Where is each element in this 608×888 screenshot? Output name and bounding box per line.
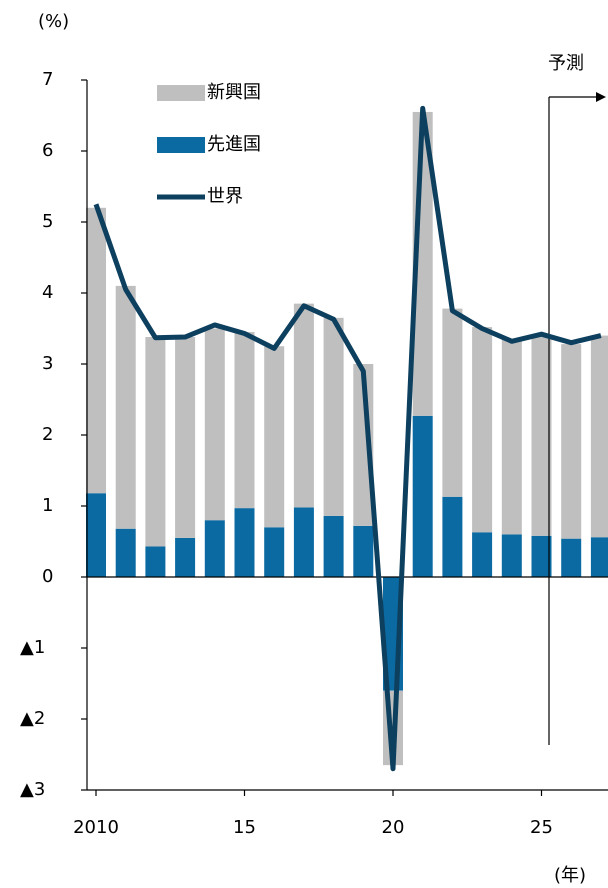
legend-swatch xyxy=(157,137,205,153)
legend-label: 先進国 xyxy=(207,134,261,155)
bar xyxy=(86,207,106,494)
annotation: 予測 xyxy=(548,53,584,74)
bar xyxy=(590,537,608,577)
bar xyxy=(86,493,106,577)
y-tick-label: ▲2 xyxy=(20,708,45,729)
bar xyxy=(531,335,552,536)
bar xyxy=(115,285,136,529)
bar xyxy=(264,346,285,528)
y-tick-label: 6 xyxy=(42,140,53,161)
y-tick-label: 4 xyxy=(42,282,53,303)
bar xyxy=(442,496,463,577)
bar xyxy=(561,538,582,577)
y-tick-label: 1 xyxy=(42,495,53,516)
bar xyxy=(561,344,582,539)
bar xyxy=(204,328,225,521)
y-tick-label: 5 xyxy=(42,211,53,232)
bar xyxy=(501,534,522,577)
bar xyxy=(472,327,493,533)
bar xyxy=(472,532,493,577)
bar xyxy=(175,337,196,538)
bar xyxy=(264,527,285,577)
y-tick-label: ▲1 xyxy=(20,637,45,658)
bar xyxy=(442,308,463,497)
line xyxy=(93,105,602,772)
x-tick-label: 25 xyxy=(530,817,553,838)
x-tick-label: 2010 xyxy=(73,817,119,838)
bar xyxy=(353,525,374,577)
bar xyxy=(412,415,433,577)
y-axis-label: (%) xyxy=(38,11,69,32)
bar xyxy=(175,537,196,577)
bar xyxy=(234,332,255,509)
bar xyxy=(115,528,136,577)
bar xyxy=(204,520,225,577)
y-tick-label: 3 xyxy=(42,353,53,374)
legend-label: 世界 xyxy=(207,186,243,207)
y-tick-label: ▲3 xyxy=(20,779,45,800)
bar xyxy=(353,364,374,526)
forecast-arrowhead xyxy=(596,92,606,102)
bar xyxy=(590,335,608,538)
bars xyxy=(86,111,608,766)
x-tick-label: 15 xyxy=(233,817,256,838)
bar xyxy=(323,515,344,577)
bar xyxy=(145,337,166,547)
bar xyxy=(501,339,522,535)
y-tick-label: 7 xyxy=(42,69,53,90)
legend-swatch xyxy=(157,85,205,101)
bar xyxy=(531,535,552,577)
bar xyxy=(234,508,255,577)
bar xyxy=(293,303,314,508)
y-tick-label: 2 xyxy=(42,424,53,445)
x-tick-label: 20 xyxy=(382,817,405,838)
x-axis-label: (年) xyxy=(554,865,586,886)
bar xyxy=(323,317,344,516)
legend-label: 新興国 xyxy=(207,82,261,103)
bar xyxy=(145,546,166,577)
y-tick-label: 0 xyxy=(42,566,53,587)
bar xyxy=(293,507,314,577)
